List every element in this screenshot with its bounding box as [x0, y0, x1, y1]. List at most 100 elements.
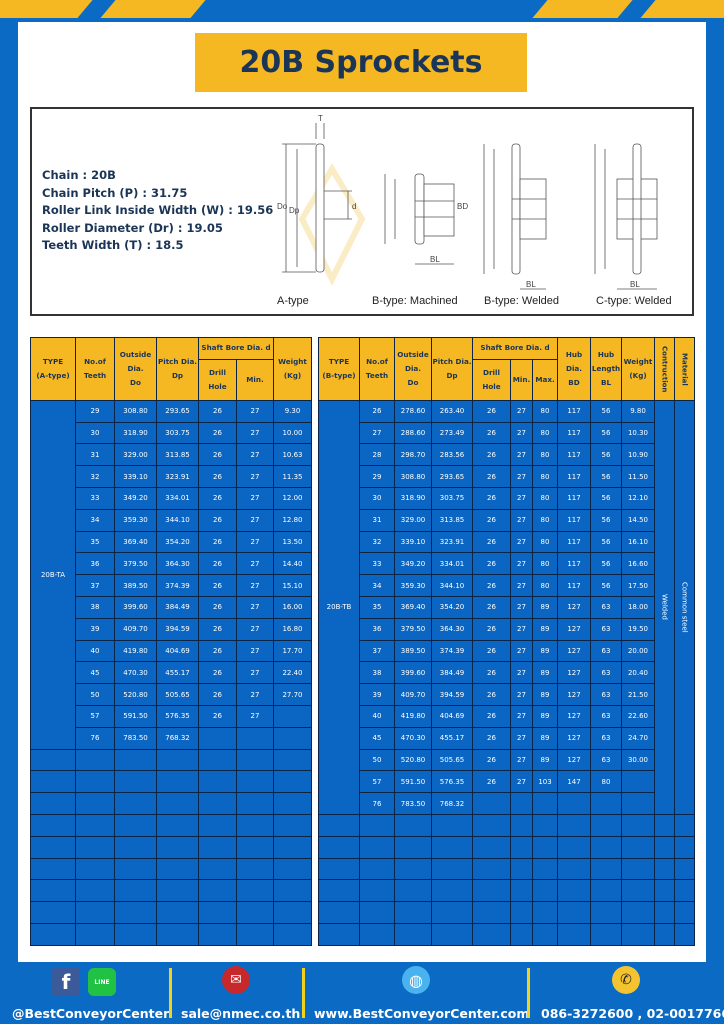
empty-cell [557, 813, 591, 837]
empty-cell [236, 792, 274, 815]
social-handle[interactable]: @BestConveyorCenter [12, 1006, 170, 1021]
empty-cell [75, 901, 115, 924]
header-min: Min. [510, 358, 533, 401]
table-cell: 26 [198, 639, 237, 663]
header-teeth: No.of Teeth [359, 337, 395, 401]
table-cell: 313.85 [156, 443, 199, 467]
table-cell: 293.65 [156, 399, 199, 423]
empty-cell [236, 857, 274, 881]
empty-row [30, 770, 312, 794]
spec-panel: Chain : 20B Chain Pitch (P) : 31.75 Roll… [30, 107, 694, 316]
table-cell: 103 [532, 770, 558, 794]
table-cell [510, 792, 533, 815]
empty-cell [156, 879, 199, 903]
table-cell: 318.90 [114, 421, 157, 445]
table-row: 34 359.30 344.10 26 27 12.80 [31, 508, 312, 532]
table-cell: 323.91 [156, 465, 199, 488]
table-cell: 27 [236, 486, 274, 510]
table-cell: 374.39 [431, 639, 473, 663]
mail-icon[interactable]: ✉ [222, 966, 250, 994]
empty-cell [30, 748, 76, 772]
label-bd: BD [457, 202, 468, 211]
phone-icon[interactable]: ✆ [612, 966, 640, 994]
table-cell: 329.00 [114, 443, 157, 467]
empty-cell [510, 857, 533, 881]
email-link[interactable]: sale@nmec.co.th [181, 1006, 301, 1021]
empty-cell [510, 922, 533, 946]
empty-cell [359, 879, 395, 903]
table-cell: 26 [198, 530, 237, 554]
table-cell: 28 [359, 443, 395, 467]
website-link[interactable]: www.BestConveyorCenter.com [314, 1006, 530, 1021]
table-cell: 26 [472, 683, 511, 706]
table-cell: 349.20 [114, 486, 157, 510]
spec-teeth-width: Teeth Width (T) : 18.5 [42, 238, 184, 252]
table-cell: 404.69 [431, 704, 473, 728]
table-cell: 117 [557, 399, 591, 423]
empty-cell [557, 879, 591, 903]
table-cell: 117 [557, 486, 591, 510]
empty-cell [75, 792, 115, 815]
header-type: TYPE (B-type) [318, 337, 360, 401]
table-cell: 26 [472, 552, 511, 576]
empty-cell [621, 901, 655, 924]
table-cell: 293.65 [431, 465, 473, 488]
table-cell: 45 [75, 661, 115, 685]
table-cell: 36 [75, 552, 115, 576]
empty-cell [318, 922, 360, 946]
table-cell [621, 770, 655, 794]
table-cell: 12.80 [273, 508, 312, 532]
table-cell: 27 [236, 574, 274, 597]
table-cell: 27 [236, 704, 274, 728]
table-cell: 16.60 [621, 552, 655, 576]
table-cell: 22.40 [273, 661, 312, 685]
table-cell [532, 792, 558, 815]
table-cell: 27 [510, 443, 533, 467]
empty-cell [273, 770, 312, 794]
table-cell: 27 [236, 595, 274, 619]
table-cell: 303.75 [431, 486, 473, 510]
spec-pitch: Chain Pitch (P) : 31.75 [42, 185, 188, 200]
table-cell: 21.50 [621, 683, 655, 706]
table-cell: 31 [75, 443, 115, 467]
table-cell: 26 [472, 508, 511, 532]
table-row: 45 470.30 455.17 26 27 89 127 63 24.70 [319, 726, 695, 750]
empty-cell [674, 835, 695, 859]
brand-watermark [298, 163, 366, 286]
facebook-icon[interactable]: f [52, 968, 80, 996]
diagram-b-welded [483, 143, 547, 290]
table-row: 50 520.80 505.65 26 27 27.70 [31, 683, 312, 706]
table-cell: 27 [510, 595, 533, 619]
table-cell: 470.30 [394, 726, 432, 750]
spec-chain: Chain : 20B [42, 168, 116, 182]
table-cell: 20.00 [621, 639, 655, 663]
caption-b-machined: B-type: Machined [372, 295, 458, 307]
empty-row [318, 835, 695, 859]
empty-cell [273, 748, 312, 772]
table-cell: 26 [359, 399, 395, 423]
diagram-c-welded [594, 143, 658, 290]
empty-cell [156, 770, 199, 794]
line-icon[interactable]: LINE [88, 968, 116, 996]
label-bl: BL [526, 280, 536, 289]
table-cell: 35 [75, 530, 115, 554]
table-cell: 27 [510, 639, 533, 663]
table-cell: 26 [472, 639, 511, 663]
table-cell: 374.39 [156, 574, 199, 597]
table-row: 31 329.00 313.85 26 27 80 117 56 14.50 [319, 508, 695, 532]
table-cell: 117 [557, 552, 591, 576]
table-cell [273, 704, 312, 728]
table-cell: 34 [75, 508, 115, 532]
globe-icon[interactable]: ◍ [402, 966, 430, 994]
table-cell: 26 [472, 486, 511, 510]
phone-numbers[interactable]: 086-3272600 , 02-0017766 [541, 1006, 724, 1021]
table-cell: 783.50 [394, 792, 432, 815]
table-row: 31 329.00 313.85 26 27 10.63 [31, 443, 312, 467]
table-cell: 56 [590, 486, 622, 510]
table-cell: 33 [75, 486, 115, 510]
empty-cell [273, 857, 312, 881]
empty-cell [236, 748, 274, 772]
empty-cell [674, 901, 695, 924]
table-cell: 27 [236, 399, 274, 423]
table-cell: 26 [472, 574, 511, 597]
